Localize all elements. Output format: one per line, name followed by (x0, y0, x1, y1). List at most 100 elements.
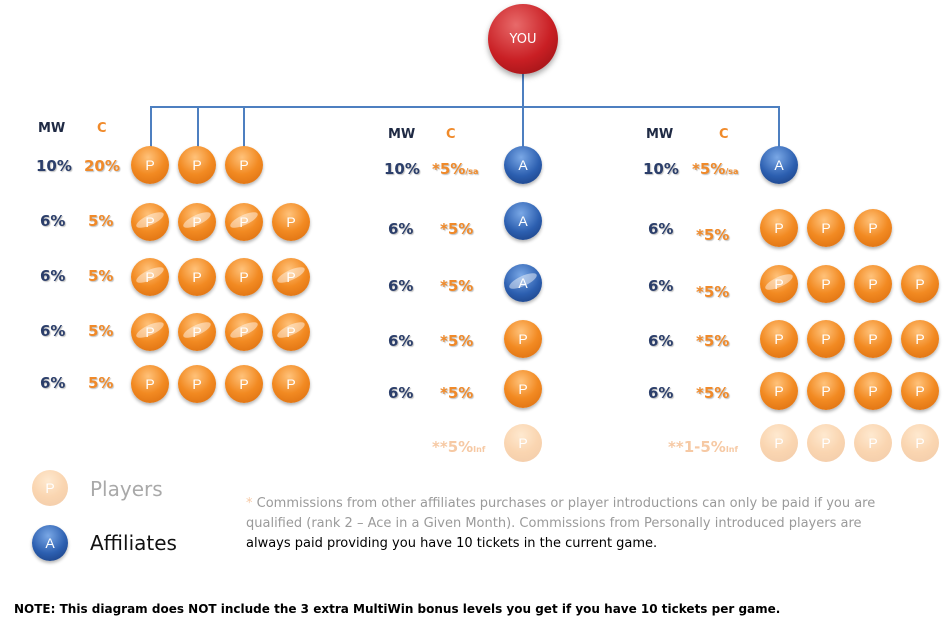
player-node: P (131, 313, 169, 351)
c-value: *5%/sa (692, 160, 738, 178)
mw-value: 6% (388, 384, 414, 402)
player-node-infinite: P (504, 424, 542, 462)
mw-value: 6% (40, 267, 66, 285)
player-node: P (225, 258, 263, 296)
player-node: P (760, 209, 798, 247)
c-value: *5% (696, 384, 730, 402)
c-value: *5% (696, 226, 730, 244)
player-node: P (854, 265, 892, 303)
player-node: P (504, 370, 542, 408)
player-node-infinite: P (901, 424, 939, 462)
c-value-suffix: /sa (725, 167, 739, 176)
connector-drop-1 (150, 106, 152, 152)
commission-note-line1: * Commissions from other affiliates purc… (246, 494, 906, 514)
connector-trunk (522, 74, 524, 108)
c-value-infinite: **1-5%Inf (668, 438, 738, 456)
connector-drop-4 (522, 106, 524, 148)
player-node: P (760, 320, 798, 358)
player-node: P (225, 203, 263, 241)
commission-note-line3: always paid providing you have 10 ticket… (246, 536, 658, 551)
mw-value: 6% (40, 322, 66, 340)
affiliate-node: A (760, 146, 798, 184)
player-node: P (807, 320, 845, 358)
player-node: P (131, 365, 169, 403)
mw-header-col2: MW (388, 127, 416, 142)
mw-value: 6% (648, 332, 674, 350)
mw-value: 6% (40, 212, 66, 230)
player-node: P (178, 203, 216, 241)
player-node: P (178, 313, 216, 351)
player-node: P (225, 313, 263, 351)
mw-value: 6% (648, 277, 674, 295)
c-value-suffix: Inf (473, 445, 486, 454)
player-node: P (901, 372, 939, 410)
legend-affiliates-label: Affiliates (90, 531, 177, 555)
mw-value: 6% (388, 220, 414, 238)
c-value: 5% (88, 267, 114, 285)
player-node: P (807, 372, 845, 410)
connector-drop-3 (243, 106, 245, 152)
player-node: P (854, 372, 892, 410)
player-node: P (760, 265, 798, 303)
c-value: 5% (88, 374, 114, 392)
c-header-col3: C (719, 127, 729, 142)
c-header-col2: C (446, 127, 456, 142)
c-value: *5% (440, 277, 474, 295)
legend-player-icon: P (32, 470, 68, 506)
player-node: P (807, 265, 845, 303)
player-node: P (504, 320, 542, 358)
c-value-text: *5% (432, 160, 466, 178)
player-node-infinite: P (807, 424, 845, 462)
player-node: P (178, 258, 216, 296)
player-node: P (272, 365, 310, 403)
affiliate-node: A (504, 146, 542, 184)
player-node: P (131, 203, 169, 241)
c-value-infinite: **5%Inf (432, 438, 485, 456)
connector-drop-2 (197, 106, 199, 152)
mw-value: 10% (643, 160, 679, 178)
mw-header-col3: MW (646, 127, 674, 142)
player-node: P (272, 313, 310, 351)
legend-players-label: Players (90, 477, 163, 501)
legend-affiliate-icon: A (32, 525, 68, 561)
c-value: *5%/sa (432, 160, 478, 178)
mw-header-col1: MW (38, 121, 66, 136)
mw-value: 10% (36, 157, 72, 175)
c-value: *5% (440, 384, 474, 402)
affiliate-node: A (504, 264, 542, 302)
c-value: 5% (88, 212, 114, 230)
player-node-infinite: P (854, 424, 892, 462)
footnote: NOTE: This diagram does NOT include the … (14, 602, 781, 616)
c-value: 20% (84, 157, 120, 175)
c-header-col1: C (97, 121, 107, 136)
player-node: P (225, 146, 263, 184)
c-value: *5% (696, 332, 730, 350)
connector-horizontal (150, 106, 780, 108)
affiliate-node: A (504, 202, 542, 240)
c-value-suffix: Inf (725, 445, 738, 454)
player-node: P (901, 265, 939, 303)
player-node: P (178, 146, 216, 184)
connector-drop-5 (778, 106, 780, 148)
c-value-text: **1-5% (668, 438, 726, 456)
note-star: * (246, 496, 253, 511)
player-node: P (854, 320, 892, 358)
player-node: P (854, 209, 892, 247)
player-node: P (131, 258, 169, 296)
mw-value: 6% (388, 277, 414, 295)
c-value-text: **5% (432, 438, 474, 456)
mw-value: 10% (384, 160, 420, 178)
player-node: P (178, 365, 216, 403)
player-node: P (807, 209, 845, 247)
player-node: P (760, 372, 798, 410)
mw-value: 6% (40, 374, 66, 392)
c-value: *5% (440, 332, 474, 350)
player-node: P (901, 320, 939, 358)
c-value: 5% (88, 322, 114, 340)
mw-value: 6% (648, 384, 674, 402)
commission-note: * Commissions from other affiliates purc… (246, 494, 906, 554)
note-line1-text: Commissions from other affiliates purcha… (256, 496, 876, 511)
player-node-infinite: P (760, 424, 798, 462)
player-node: P (272, 203, 310, 241)
mw-value: 6% (388, 332, 414, 350)
